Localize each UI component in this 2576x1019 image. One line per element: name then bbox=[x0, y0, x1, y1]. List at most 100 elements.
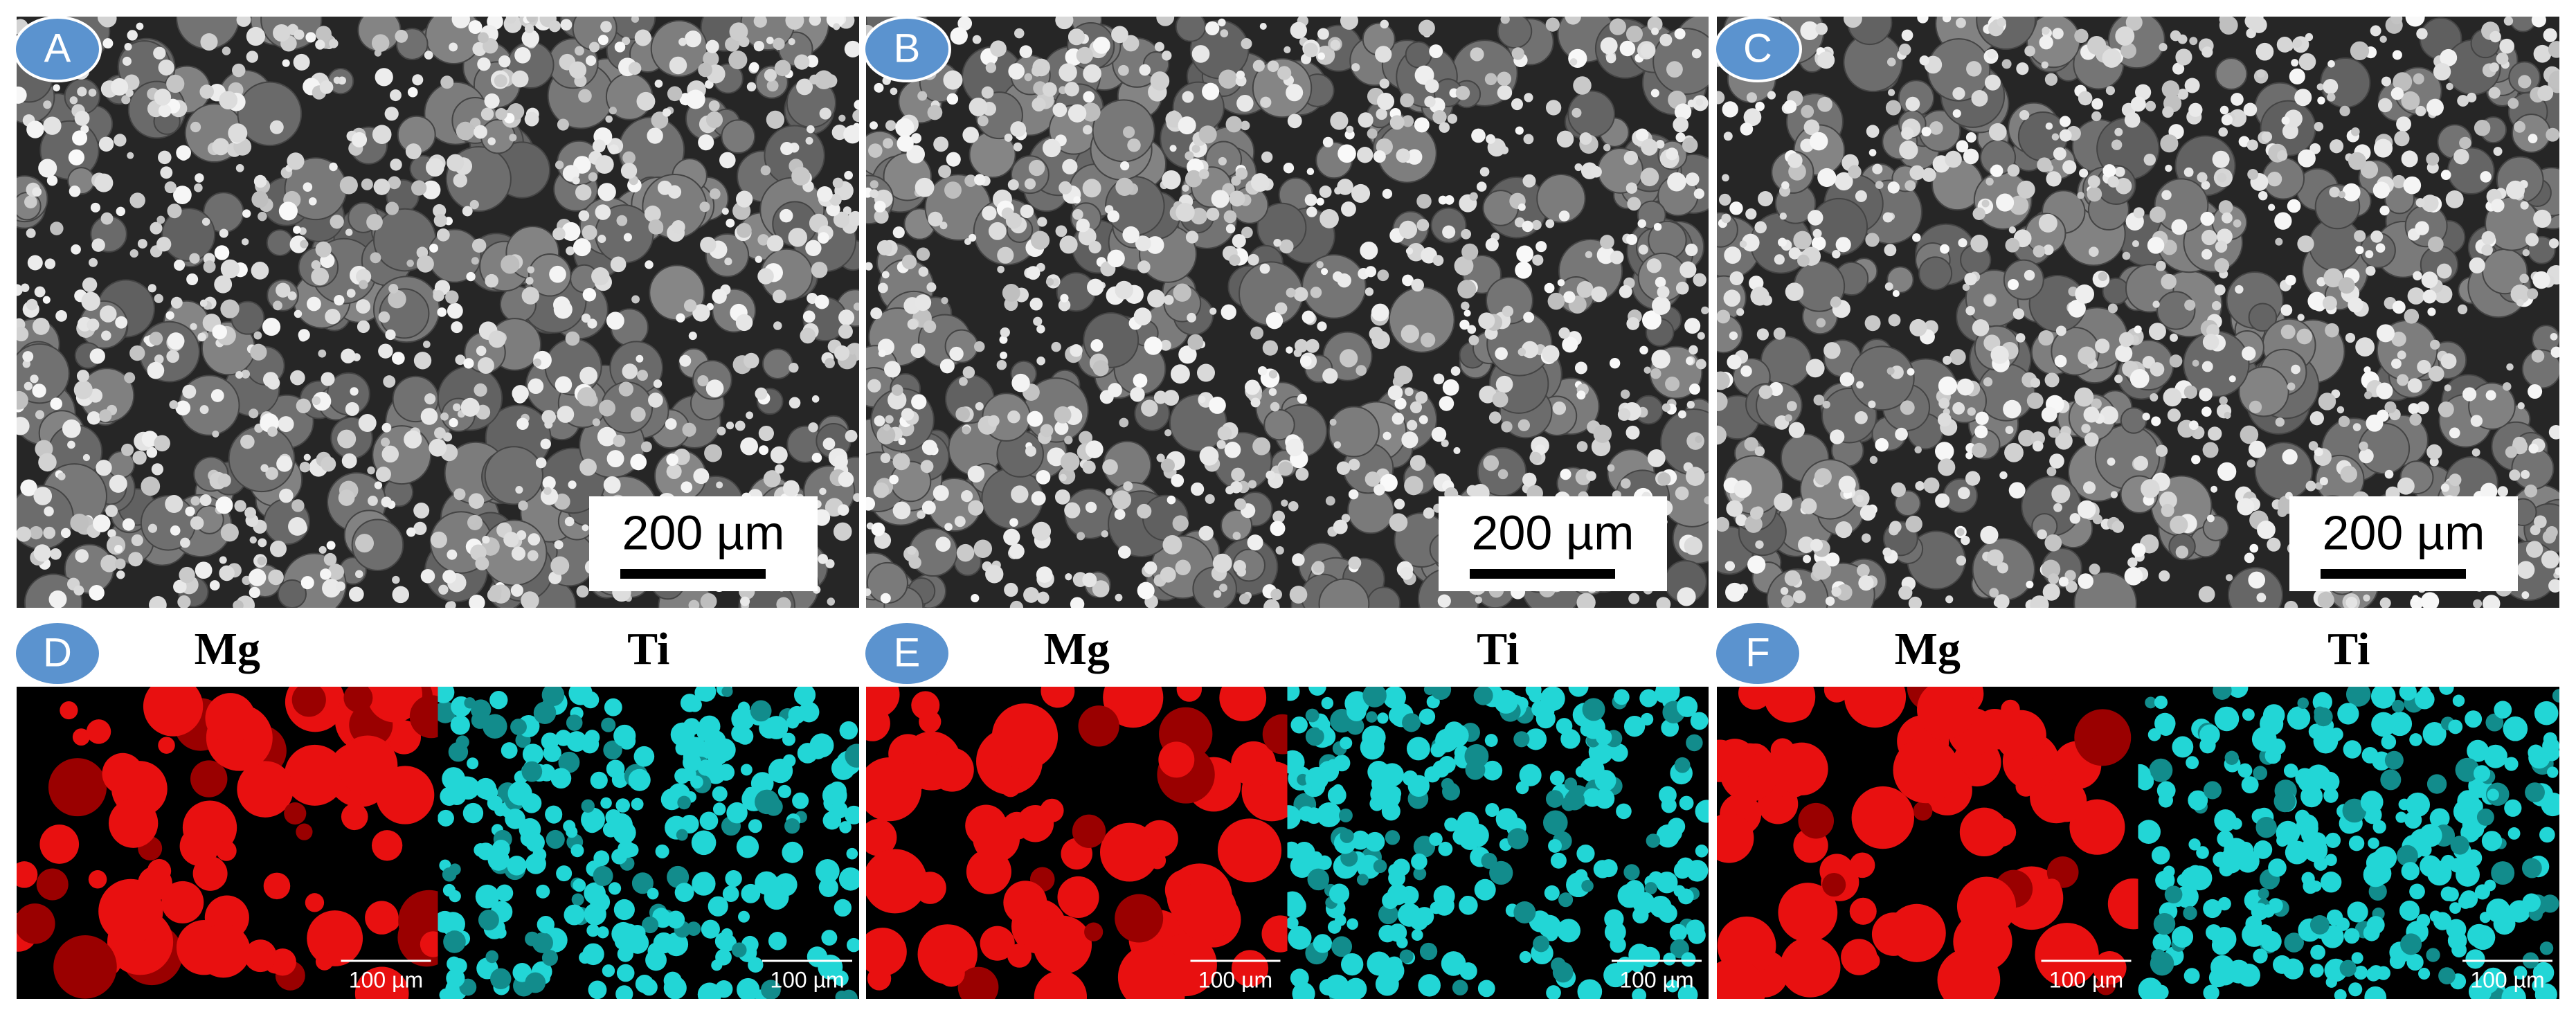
particle bbox=[721, 687, 733, 697]
particle bbox=[1722, 174, 1729, 182]
particle bbox=[1139, 64, 1151, 76]
particle bbox=[109, 474, 127, 493]
particle bbox=[2389, 953, 2406, 969]
particle bbox=[1686, 357, 1694, 366]
particle bbox=[2363, 366, 2371, 374]
particle bbox=[735, 190, 753, 208]
particle bbox=[1007, 179, 1019, 190]
particle bbox=[1453, 447, 1461, 455]
particle bbox=[2338, 277, 2355, 294]
particle bbox=[1362, 725, 1386, 750]
particle bbox=[1674, 28, 1686, 39]
particle bbox=[48, 590, 67, 608]
particle bbox=[1032, 97, 1046, 111]
particle bbox=[807, 125, 815, 134]
particle bbox=[487, 588, 502, 602]
particle bbox=[375, 68, 393, 87]
particle bbox=[278, 201, 298, 221]
particle bbox=[717, 764, 735, 781]
particle bbox=[1305, 339, 1319, 353]
particle bbox=[1695, 359, 1706, 370]
particle bbox=[1727, 354, 1742, 370]
particle bbox=[760, 165, 771, 176]
particle bbox=[456, 776, 476, 797]
particle bbox=[937, 959, 965, 987]
particle bbox=[2127, 557, 2138, 568]
particle bbox=[1965, 471, 1981, 486]
particle bbox=[1887, 89, 1895, 96]
particle bbox=[1033, 915, 1092, 975]
particle bbox=[2041, 61, 2048, 69]
particle bbox=[1591, 286, 1607, 303]
particle bbox=[1529, 689, 1542, 703]
particle bbox=[1082, 179, 1101, 198]
particle bbox=[370, 252, 381, 264]
particle bbox=[1963, 148, 1979, 165]
particle bbox=[2416, 401, 2429, 415]
particle bbox=[490, 968, 512, 989]
particle bbox=[2228, 109, 2247, 127]
particle bbox=[755, 871, 779, 895]
particle bbox=[775, 464, 784, 474]
particle bbox=[1360, 241, 1378, 260]
particle bbox=[2062, 160, 2077, 174]
particle bbox=[359, 280, 368, 289]
particle bbox=[2161, 273, 2177, 290]
particle bbox=[1919, 55, 1930, 66]
particle bbox=[456, 121, 475, 141]
particle bbox=[739, 838, 753, 851]
particle bbox=[2077, 500, 2096, 519]
particle bbox=[561, 222, 581, 242]
particle bbox=[1331, 936, 1353, 957]
particle bbox=[1273, 238, 1281, 247]
particle bbox=[2351, 127, 2360, 136]
particle bbox=[367, 466, 375, 475]
particle bbox=[42, 296, 51, 304]
particle bbox=[429, 438, 447, 457]
particle bbox=[476, 345, 487, 357]
particle bbox=[2497, 486, 2508, 497]
particle bbox=[422, 341, 431, 348]
particle bbox=[609, 107, 617, 115]
particle bbox=[510, 584, 524, 597]
particle bbox=[1431, 426, 1447, 442]
particle bbox=[190, 516, 204, 530]
particle bbox=[1319, 186, 1332, 198]
particle bbox=[474, 842, 488, 857]
particle bbox=[2485, 713, 2504, 732]
particle bbox=[2151, 416, 2161, 426]
particle bbox=[445, 290, 459, 304]
particle bbox=[2235, 285, 2244, 294]
particle bbox=[260, 464, 269, 472]
particle bbox=[1167, 495, 1176, 505]
particle bbox=[2294, 89, 2312, 107]
particle bbox=[190, 121, 201, 133]
particle bbox=[1230, 481, 1243, 494]
particle bbox=[1083, 64, 1101, 83]
particle bbox=[1321, 696, 1334, 710]
particle bbox=[682, 422, 696, 437]
particle bbox=[1815, 22, 1828, 35]
particle bbox=[447, 549, 458, 560]
particle bbox=[613, 899, 635, 921]
particle bbox=[688, 599, 700, 608]
particle bbox=[173, 579, 187, 594]
particle bbox=[870, 121, 878, 130]
particle bbox=[2327, 93, 2336, 102]
particle bbox=[819, 487, 827, 496]
particle bbox=[338, 489, 355, 506]
particle bbox=[2548, 70, 2559, 89]
particle bbox=[308, 197, 317, 206]
particle bbox=[2462, 387, 2477, 402]
particle bbox=[2334, 989, 2347, 999]
particle bbox=[2001, 59, 2012, 69]
particle bbox=[683, 299, 697, 312]
particle bbox=[540, 438, 551, 450]
particle bbox=[1663, 953, 1676, 966]
particle bbox=[483, 714, 507, 739]
particle bbox=[1937, 413, 1952, 427]
particle bbox=[1755, 540, 1764, 549]
particle bbox=[289, 370, 305, 386]
particle bbox=[1517, 203, 1526, 211]
